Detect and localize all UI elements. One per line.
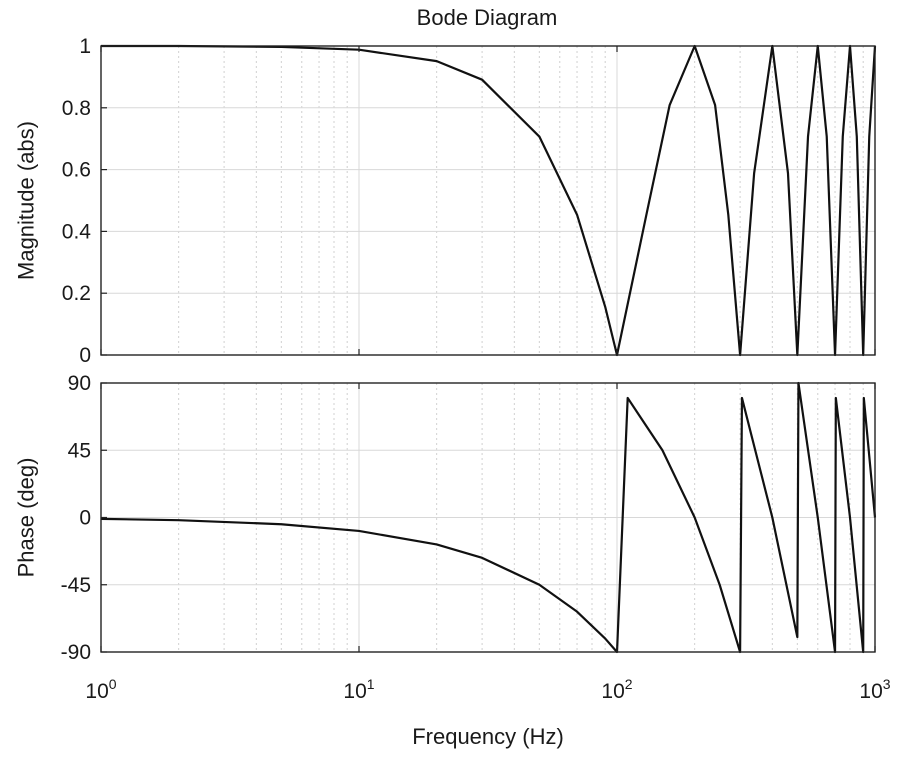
- phase-y-ticks: -90 -45 0 45 90: [61, 372, 876, 664]
- y-tick-label: -45: [61, 574, 91, 597]
- x-tick-label: 101: [343, 676, 374, 703]
- y-tick-label: 0: [79, 507, 91, 530]
- x-tick-labels: 100 101 102 103: [85, 676, 890, 703]
- y-tick-label: 0: [79, 344, 91, 367]
- magnitude-y-label: Magnitude (abs): [14, 121, 39, 280]
- y-tick-label: 0.2: [62, 282, 91, 305]
- y-tick-label: -90: [61, 641, 91, 664]
- y-tick-label: 0.8: [62, 97, 91, 120]
- magnitude-y-ticks: 0 0.2 0.4 0.6 0.8 1: [62, 35, 876, 367]
- x-axis-label: Frequency (Hz): [412, 724, 564, 749]
- magnitude-axes-frame: [100, 45, 876, 356]
- y-tick-label: 45: [68, 439, 91, 462]
- phase-curve: [100, 381, 877, 654]
- x-tick-label: 100: [85, 676, 116, 703]
- x-tick-label: 102: [601, 676, 632, 703]
- magnitude-grid: [101, 46, 875, 355]
- phase-panel: -90 -45 0 45 90 Phase (deg): [14, 372, 877, 664]
- y-tick-label: 1: [79, 35, 91, 58]
- phase-grid: [101, 383, 875, 652]
- phase-y-label: Phase (deg): [14, 458, 39, 578]
- chart-title: Bode Diagram: [417, 5, 558, 30]
- magnitude-curve: [101, 44, 877, 357]
- y-tick-label: 0.4: [62, 220, 92, 243]
- x-tick-label: 103: [859, 676, 890, 703]
- magnitude-panel: 0 0.2 0.4 0.6 0.8 1 Magnitude (abs): [14, 35, 877, 367]
- y-tick-label: 90: [68, 372, 91, 395]
- y-tick-label: 0.6: [62, 159, 91, 182]
